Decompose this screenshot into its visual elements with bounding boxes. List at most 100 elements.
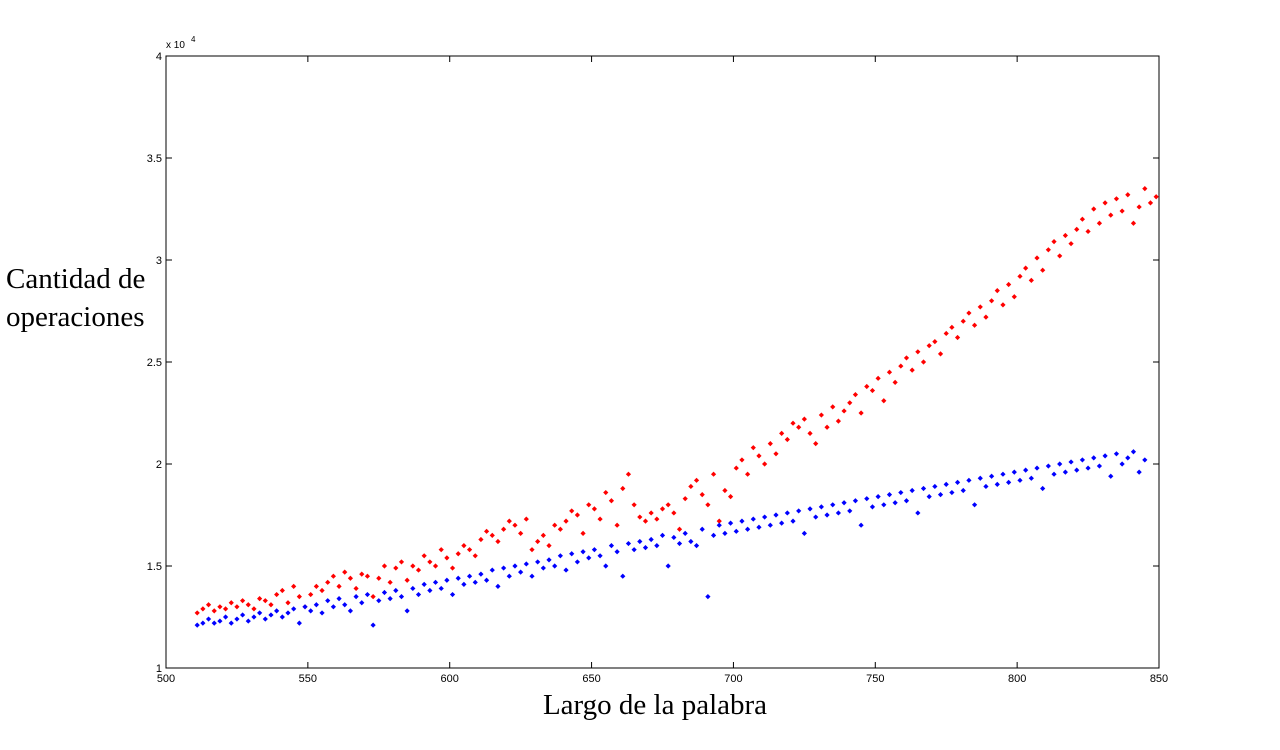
data-point (313, 583, 319, 589)
data-point (971, 502, 978, 508)
data-point (608, 543, 615, 549)
data-point (801, 416, 807, 422)
data-point (1028, 277, 1034, 283)
data-point (364, 573, 371, 579)
data-point (472, 579, 478, 585)
data-point (478, 536, 484, 543)
data-point (330, 604, 336, 610)
data-point (438, 547, 444, 553)
data-point (932, 483, 938, 490)
data-point (818, 412, 824, 418)
data-point (444, 577, 450, 583)
data-point (903, 355, 910, 361)
x-axis-title: Largo de la palabra (543, 689, 767, 721)
data-point (387, 596, 393, 602)
data-point (438, 585, 444, 592)
y-tick-label: 3.5 (147, 153, 162, 165)
data-point (1000, 471, 1006, 477)
data-point (898, 363, 904, 369)
data-point (920, 359, 927, 365)
data-point (790, 420, 796, 426)
data-point (625, 471, 632, 477)
data-point (654, 543, 660, 549)
data-point (1119, 461, 1125, 467)
data-point (1096, 463, 1103, 469)
data-point (398, 594, 405, 600)
data-point (194, 622, 200, 628)
data-point (518, 530, 524, 536)
data-point (671, 534, 677, 541)
data-point (495, 583, 501, 589)
data-point (750, 516, 756, 522)
data-point (966, 310, 972, 316)
data-point (773, 451, 779, 457)
data-point (807, 506, 813, 512)
data-point (404, 577, 410, 583)
data-point (620, 573, 626, 579)
data-point (489, 532, 495, 538)
data-point (954, 479, 961, 485)
data-point (552, 563, 558, 569)
data-point (279, 614, 285, 620)
data-point (501, 526, 507, 532)
data-point (1113, 196, 1120, 202)
data-point (291, 606, 297, 612)
data-point (586, 555, 592, 561)
data-point (1113, 451, 1120, 457)
data-point (415, 591, 422, 598)
data-point (591, 506, 598, 512)
data-point (393, 587, 399, 594)
data-point (710, 471, 717, 477)
data-point (722, 530, 728, 536)
data-point (1085, 465, 1091, 471)
data-point (665, 563, 671, 569)
data-point (603, 489, 609, 496)
data-point (455, 575, 461, 581)
data-point (398, 559, 405, 565)
data-point (404, 608, 410, 614)
data-point (296, 620, 302, 626)
y-tick-label: 4 (156, 51, 162, 63)
data-point (205, 602, 212, 608)
data-point (302, 604, 308, 610)
data-point (466, 547, 473, 553)
data-point (415, 567, 422, 573)
data-point (835, 418, 842, 424)
data-point (841, 408, 847, 414)
data-point (614, 549, 620, 555)
data-point (563, 567, 569, 573)
data-point (1102, 453, 1108, 459)
data-point (364, 591, 371, 598)
data-point (296, 594, 302, 600)
data-point (1125, 192, 1131, 198)
data-point (501, 565, 507, 571)
data-point (1057, 461, 1063, 467)
x-tick-label: 500 (157, 673, 175, 685)
data-point (523, 561, 529, 567)
data-point (1006, 281, 1012, 288)
data-point (852, 392, 859, 398)
data-point (217, 604, 223, 610)
data-point (886, 369, 893, 375)
data-point (699, 526, 705, 532)
y-axis-title-line-2: operaciones (6, 301, 145, 333)
data-point (432, 579, 439, 585)
data-point (716, 522, 722, 528)
data-point (637, 514, 643, 520)
data-point (949, 324, 955, 330)
data-point (642, 518, 649, 524)
data-point (983, 483, 989, 490)
data-point (1034, 255, 1040, 261)
data-point (1102, 200, 1108, 206)
data-point (824, 424, 830, 430)
y-exponent-power: 4 (191, 35, 196, 44)
data-point (427, 587, 433, 594)
data-point (205, 616, 212, 622)
data-point (875, 494, 881, 500)
data-point (376, 575, 382, 581)
data-point (892, 379, 898, 385)
data-point (449, 591, 456, 598)
data-point (813, 441, 819, 447)
data-point (1119, 208, 1125, 214)
data-point (461, 543, 467, 549)
